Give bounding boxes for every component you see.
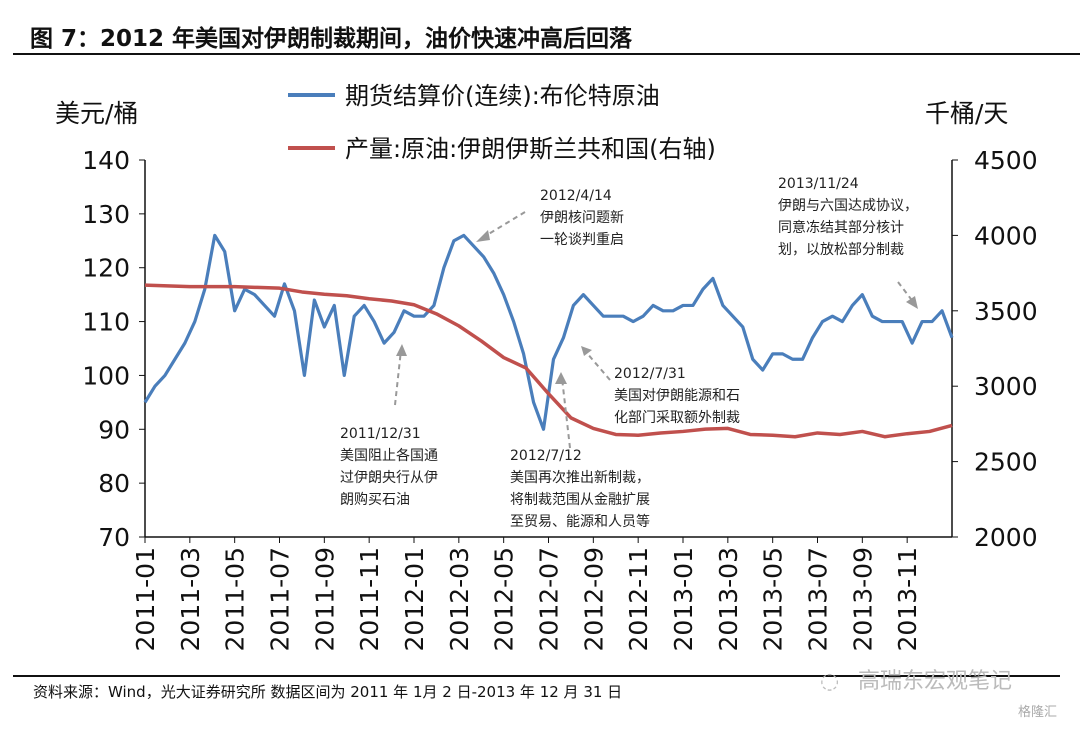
annotation-text: 伊朗与六国达成协议， xyxy=(778,198,918,214)
chart-title: 图 7：2012 年美国对伊朗制裁期间，油价快速冲高后回落 xyxy=(30,25,633,52)
x-tick-label: 2011-03 xyxy=(176,547,205,651)
y-tick-label-left: 110 xyxy=(82,308,130,337)
y-tick-label-right: 4500 xyxy=(974,146,1038,175)
watermark-brand: 格隆汇 xyxy=(1018,704,1057,720)
y-tick-label-left: 100 xyxy=(82,361,130,390)
y-tick-label-left: 90 xyxy=(98,415,130,444)
x-tick-label: 2012-03 xyxy=(445,547,474,651)
x-tick-label: 2013-07 xyxy=(804,547,833,651)
y-tick-label-right: 4000 xyxy=(974,221,1038,250)
y-axis-label-left: 美元/桶 xyxy=(55,99,138,128)
y-tick-label-left: 140 xyxy=(82,146,130,175)
x-tick-label: 2012-01 xyxy=(400,547,429,651)
wechat-icon: ◌ xyxy=(820,669,839,694)
annotation-arrowheads xyxy=(396,230,918,384)
annotation-text: 美国再次推出新制裁， xyxy=(510,470,650,486)
x-tick-label: 2013-09 xyxy=(848,547,877,651)
annotation-text: 化部门采取额外制裁 xyxy=(614,410,740,426)
y-tick-label-left: 80 xyxy=(98,469,130,498)
annotation-text: 美国阻止各国通 xyxy=(340,448,438,464)
x-tick-label: 2011-09 xyxy=(310,547,339,651)
annotation-text: 至贸易、能源和人员等 xyxy=(510,513,650,530)
x-tick-label: 2011-07 xyxy=(266,547,295,651)
annotation-text: 2012/7/31 xyxy=(614,366,686,382)
y-tick-label-right: 3000 xyxy=(974,372,1038,401)
y-tick-label-right: 2000 xyxy=(974,523,1038,552)
x-tick-label: 2013-11 xyxy=(893,547,922,651)
x-tick-label: 2013-05 xyxy=(759,547,788,651)
annotation-text: 2012/4/14 xyxy=(540,188,612,204)
y-axis-label-right: 千桶/天 xyxy=(925,99,1008,128)
source-note: 资料来源：Wind，光大证券研究所 数据区间为 2011 年 1月 2 日-20… xyxy=(33,683,622,701)
y-tick-label-left: 120 xyxy=(82,254,130,283)
x-tick-label: 2012-09 xyxy=(579,547,608,651)
y-tick-label-left: 130 xyxy=(82,200,130,229)
annotation-text: 将制裁范围从金融扩展 xyxy=(510,491,650,508)
x-tick-label: 2011-11 xyxy=(355,547,384,651)
watermark-wechat: 高瑞东宏观笔记 xyxy=(858,669,1012,694)
annotation-text: 2011/12/31 xyxy=(340,426,421,442)
annotation-text: 同意冻结其部分核计 xyxy=(778,219,904,236)
annotation-text: 划，以放松部分制裁 xyxy=(778,242,904,258)
annotation-text: 2013/11/24 xyxy=(778,176,859,192)
y-tick-label-left: 70 xyxy=(98,523,130,552)
annotation-text: 伊朗核问题新 xyxy=(540,210,624,226)
annotation-text: 一轮谈判重启 xyxy=(540,232,624,248)
x-tick-label: 2013-03 xyxy=(714,547,743,651)
x-tick-label: 2012-11 xyxy=(624,547,653,651)
x-tick-label: 2011-05 xyxy=(221,547,250,651)
x-tick-label: 2012-07 xyxy=(535,547,564,651)
x-tick-label: 2012-05 xyxy=(490,547,519,651)
legend-label-production: 产量:原油:伊朗伊斯兰共和国(右轴) xyxy=(345,135,716,163)
production-line xyxy=(144,283,953,439)
annotation-text: 美国对伊朗能源和石 xyxy=(614,388,740,404)
y-tick-label-right: 3500 xyxy=(974,297,1038,326)
annotation-text: 过伊朗央行从伊 xyxy=(340,470,438,486)
annotation-text: 朗购买石油 xyxy=(340,492,410,508)
y-tick-label-right: 2500 xyxy=(974,448,1038,477)
annotation-text: 2012/7/12 xyxy=(510,448,582,464)
legend-label-brent: 期货结算价(连续):布伦特原油 xyxy=(345,82,660,110)
x-tick-label: 2013-01 xyxy=(669,547,698,651)
brent-price-line xyxy=(143,233,954,431)
x-tick-label: 2011-01 xyxy=(131,547,160,651)
